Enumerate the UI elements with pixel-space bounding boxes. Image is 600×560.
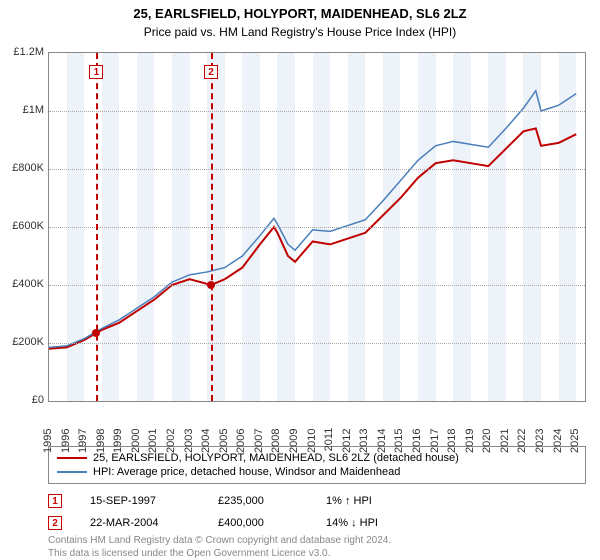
x-tick-label: 2017 bbox=[429, 428, 441, 452]
x-tick-label: 2016 bbox=[411, 428, 423, 452]
sale-price: £400,000 bbox=[218, 517, 298, 529]
legend-item: 25, EARLSFIELD, HOLYPORT, MAIDENHEAD, SL… bbox=[57, 451, 577, 465]
x-tick-label: 2010 bbox=[306, 428, 318, 452]
x-tick-label: 2023 bbox=[534, 428, 546, 452]
legend-item: HPI: Average price, detached house, Wind… bbox=[57, 465, 577, 479]
y-tick-label: £1M bbox=[23, 104, 44, 116]
legend-label: 25, EARLSFIELD, HOLYPORT, MAIDENHEAD, SL… bbox=[93, 452, 459, 464]
x-tick-label: 2006 bbox=[235, 428, 247, 452]
x-tick-label: 2024 bbox=[552, 428, 564, 452]
sale-marker-icon: 1 bbox=[48, 494, 62, 508]
x-tick-label: 2005 bbox=[218, 428, 230, 452]
x-tick-label: 2018 bbox=[446, 428, 458, 452]
legend-swatch bbox=[57, 457, 87, 459]
chart-title: 25, EARLSFIELD, HOLYPORT, MAIDENHEAD, SL… bbox=[0, 0, 600, 23]
chart-container: 25, EARLSFIELD, HOLYPORT, MAIDENHEAD, SL… bbox=[0, 0, 600, 560]
x-tick-label: 2003 bbox=[183, 428, 195, 452]
x-tick-label: 1997 bbox=[77, 428, 89, 452]
copyright-text: Contains HM Land Registry data © Crown c… bbox=[48, 534, 586, 560]
chart-subtitle: Price paid vs. HM Land Registry's House … bbox=[0, 23, 600, 39]
x-tick-label: 2011 bbox=[323, 428, 335, 452]
y-tick-label: £400K bbox=[12, 278, 44, 290]
x-tick-label: 2020 bbox=[481, 428, 493, 452]
y-tick-label: £800K bbox=[12, 162, 44, 174]
sale-marker-dot bbox=[92, 329, 100, 337]
x-tick-label: 2001 bbox=[147, 428, 159, 452]
x-tick-label: 2013 bbox=[358, 428, 370, 452]
x-tick-label: 2002 bbox=[165, 428, 177, 452]
x-tick-label: 2025 bbox=[569, 428, 581, 452]
x-tick-label: 2015 bbox=[393, 428, 405, 452]
sale-marker-box: 1 bbox=[89, 65, 103, 79]
sale-price: £235,000 bbox=[218, 495, 298, 507]
x-tick-label: 1995 bbox=[42, 428, 54, 452]
x-tick-label: 2007 bbox=[253, 428, 265, 452]
sale-marker-box: 2 bbox=[204, 65, 218, 79]
x-tick-label: 1996 bbox=[60, 428, 72, 452]
plot-area: 12 bbox=[48, 52, 586, 402]
sale-marker-dot bbox=[207, 281, 215, 289]
x-tick-label: 2012 bbox=[341, 428, 353, 452]
y-tick-label: £0 bbox=[32, 394, 44, 406]
sale-row: 1 15-SEP-1997 £235,000 1% ↑ HPI bbox=[48, 490, 586, 512]
x-tick-label: 2000 bbox=[130, 428, 142, 452]
sales-table: 1 15-SEP-1997 £235,000 1% ↑ HPI 2 22-MAR… bbox=[48, 490, 586, 534]
x-tick-label: 2009 bbox=[288, 428, 300, 452]
y-tick-label: £600K bbox=[12, 220, 44, 232]
x-tick-label: 2008 bbox=[270, 428, 282, 452]
x-tick-label: 1999 bbox=[112, 428, 124, 452]
legend-swatch bbox=[57, 471, 87, 473]
x-tick-label: 1998 bbox=[95, 428, 107, 452]
x-tick-label: 2004 bbox=[200, 428, 212, 452]
sale-date: 22-MAR-2004 bbox=[90, 517, 190, 529]
x-tick-label: 2019 bbox=[464, 428, 476, 452]
sale-row: 2 22-MAR-2004 £400,000 14% ↓ HPI bbox=[48, 512, 586, 534]
sale-date: 15-SEP-1997 bbox=[90, 495, 190, 507]
x-tick-label: 2021 bbox=[499, 428, 511, 452]
x-tick-label: 2014 bbox=[376, 428, 388, 452]
y-tick-label: £1.2M bbox=[13, 46, 44, 58]
sale-delta: 14% ↓ HPI bbox=[326, 517, 378, 529]
legend-label: HPI: Average price, detached house, Wind… bbox=[93, 466, 400, 478]
sale-marker-icon: 2 bbox=[48, 516, 62, 530]
y-tick-label: £200K bbox=[12, 336, 44, 348]
sale-delta: 1% ↑ HPI bbox=[326, 495, 372, 507]
x-tick-label: 2022 bbox=[516, 428, 528, 452]
